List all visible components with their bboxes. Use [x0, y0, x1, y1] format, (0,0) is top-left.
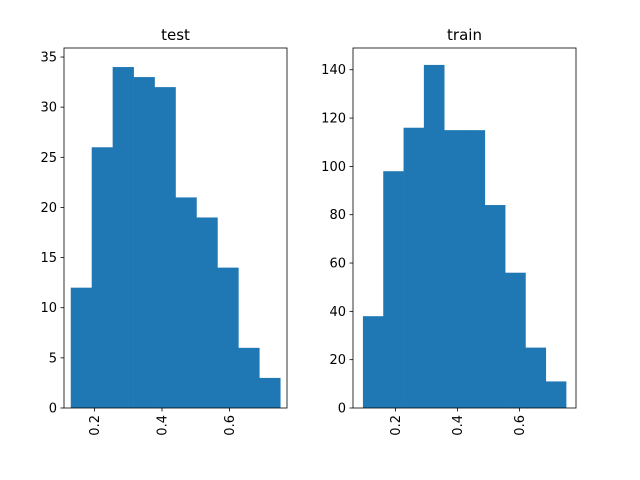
test-axes-frame: [63, 47, 288, 409]
test-bar-5: [175, 197, 197, 408]
train-y-tick-label-5: 100: [321, 160, 346, 175]
train-bar-7: [505, 272, 526, 408]
test-x-tick-label-2: 0.6: [223, 415, 238, 436]
test-bar-0: [70, 287, 93, 408]
train-y-tick-label-2: 40: [329, 305, 346, 320]
test-y-tick-label-0: 0: [49, 402, 57, 417]
test-bar-2: [112, 67, 134, 409]
test-bar-1: [91, 147, 113, 409]
train-bar-9: [545, 381, 567, 408]
test-y-tick-label-1: 5: [49, 351, 57, 366]
test-bar-6: [196, 217, 218, 408]
train-y-tick-label-6: 120: [321, 112, 346, 127]
test-x-tick-label-0: 0.2: [88, 415, 103, 436]
train-histogram-panel: 0 20 40 60 80 100 120 140 0.2 0.4 0.6 train: [321, 26, 577, 436]
test-y-tick-label-3: 15: [40, 251, 57, 266]
train-y-tick-label-4: 80: [329, 208, 346, 223]
train-bar-4: [444, 130, 465, 408]
test-bar-9: [259, 377, 281, 408]
train-bar-8: [525, 347, 547, 408]
train-y-tick-label-0: 0: [338, 402, 346, 417]
train-bar-0: [362, 316, 384, 408]
test-y-tick-label-4: 20: [40, 201, 57, 216]
test-bar-7: [217, 267, 239, 408]
train-bar-6: [484, 205, 506, 408]
train-bar-2: [403, 127, 425, 409]
train-y-tick-label-1: 20: [329, 353, 346, 368]
train-y-tick-label-3: 60: [329, 257, 346, 272]
train-bar-5: [464, 130, 486, 408]
test-y-tick-label-7: 35: [40, 51, 57, 66]
train-bar-1: [383, 171, 404, 408]
test-histogram-panel: 0 5 10 15 20 25 30 35 0.2 0.4 0.6 test: [40, 26, 288, 436]
test-y-tick-label-5: 25: [40, 151, 57, 166]
train-x-tick-label-0: 0.2: [389, 415, 404, 436]
test-chart-title: test: [161, 26, 190, 44]
test-y-tick-label-2: 10: [40, 301, 57, 316]
train-chart-title: train: [447, 26, 482, 44]
test-x-tick-label-1: 0.4: [155, 415, 170, 436]
train-x-tick-label-1: 0.4: [451, 415, 466, 436]
train-x-tick-label-2: 0.6: [513, 415, 528, 436]
test-y-tick-label-6: 30: [40, 101, 57, 116]
test-bar-8: [238, 347, 260, 408]
train-bar-3: [423, 64, 445, 408]
train-y-tick-label-7: 140: [321, 63, 346, 78]
train-axes-frame: [352, 47, 577, 409]
test-bar-3: [133, 77, 155, 408]
test-bar-4: [154, 87, 176, 408]
